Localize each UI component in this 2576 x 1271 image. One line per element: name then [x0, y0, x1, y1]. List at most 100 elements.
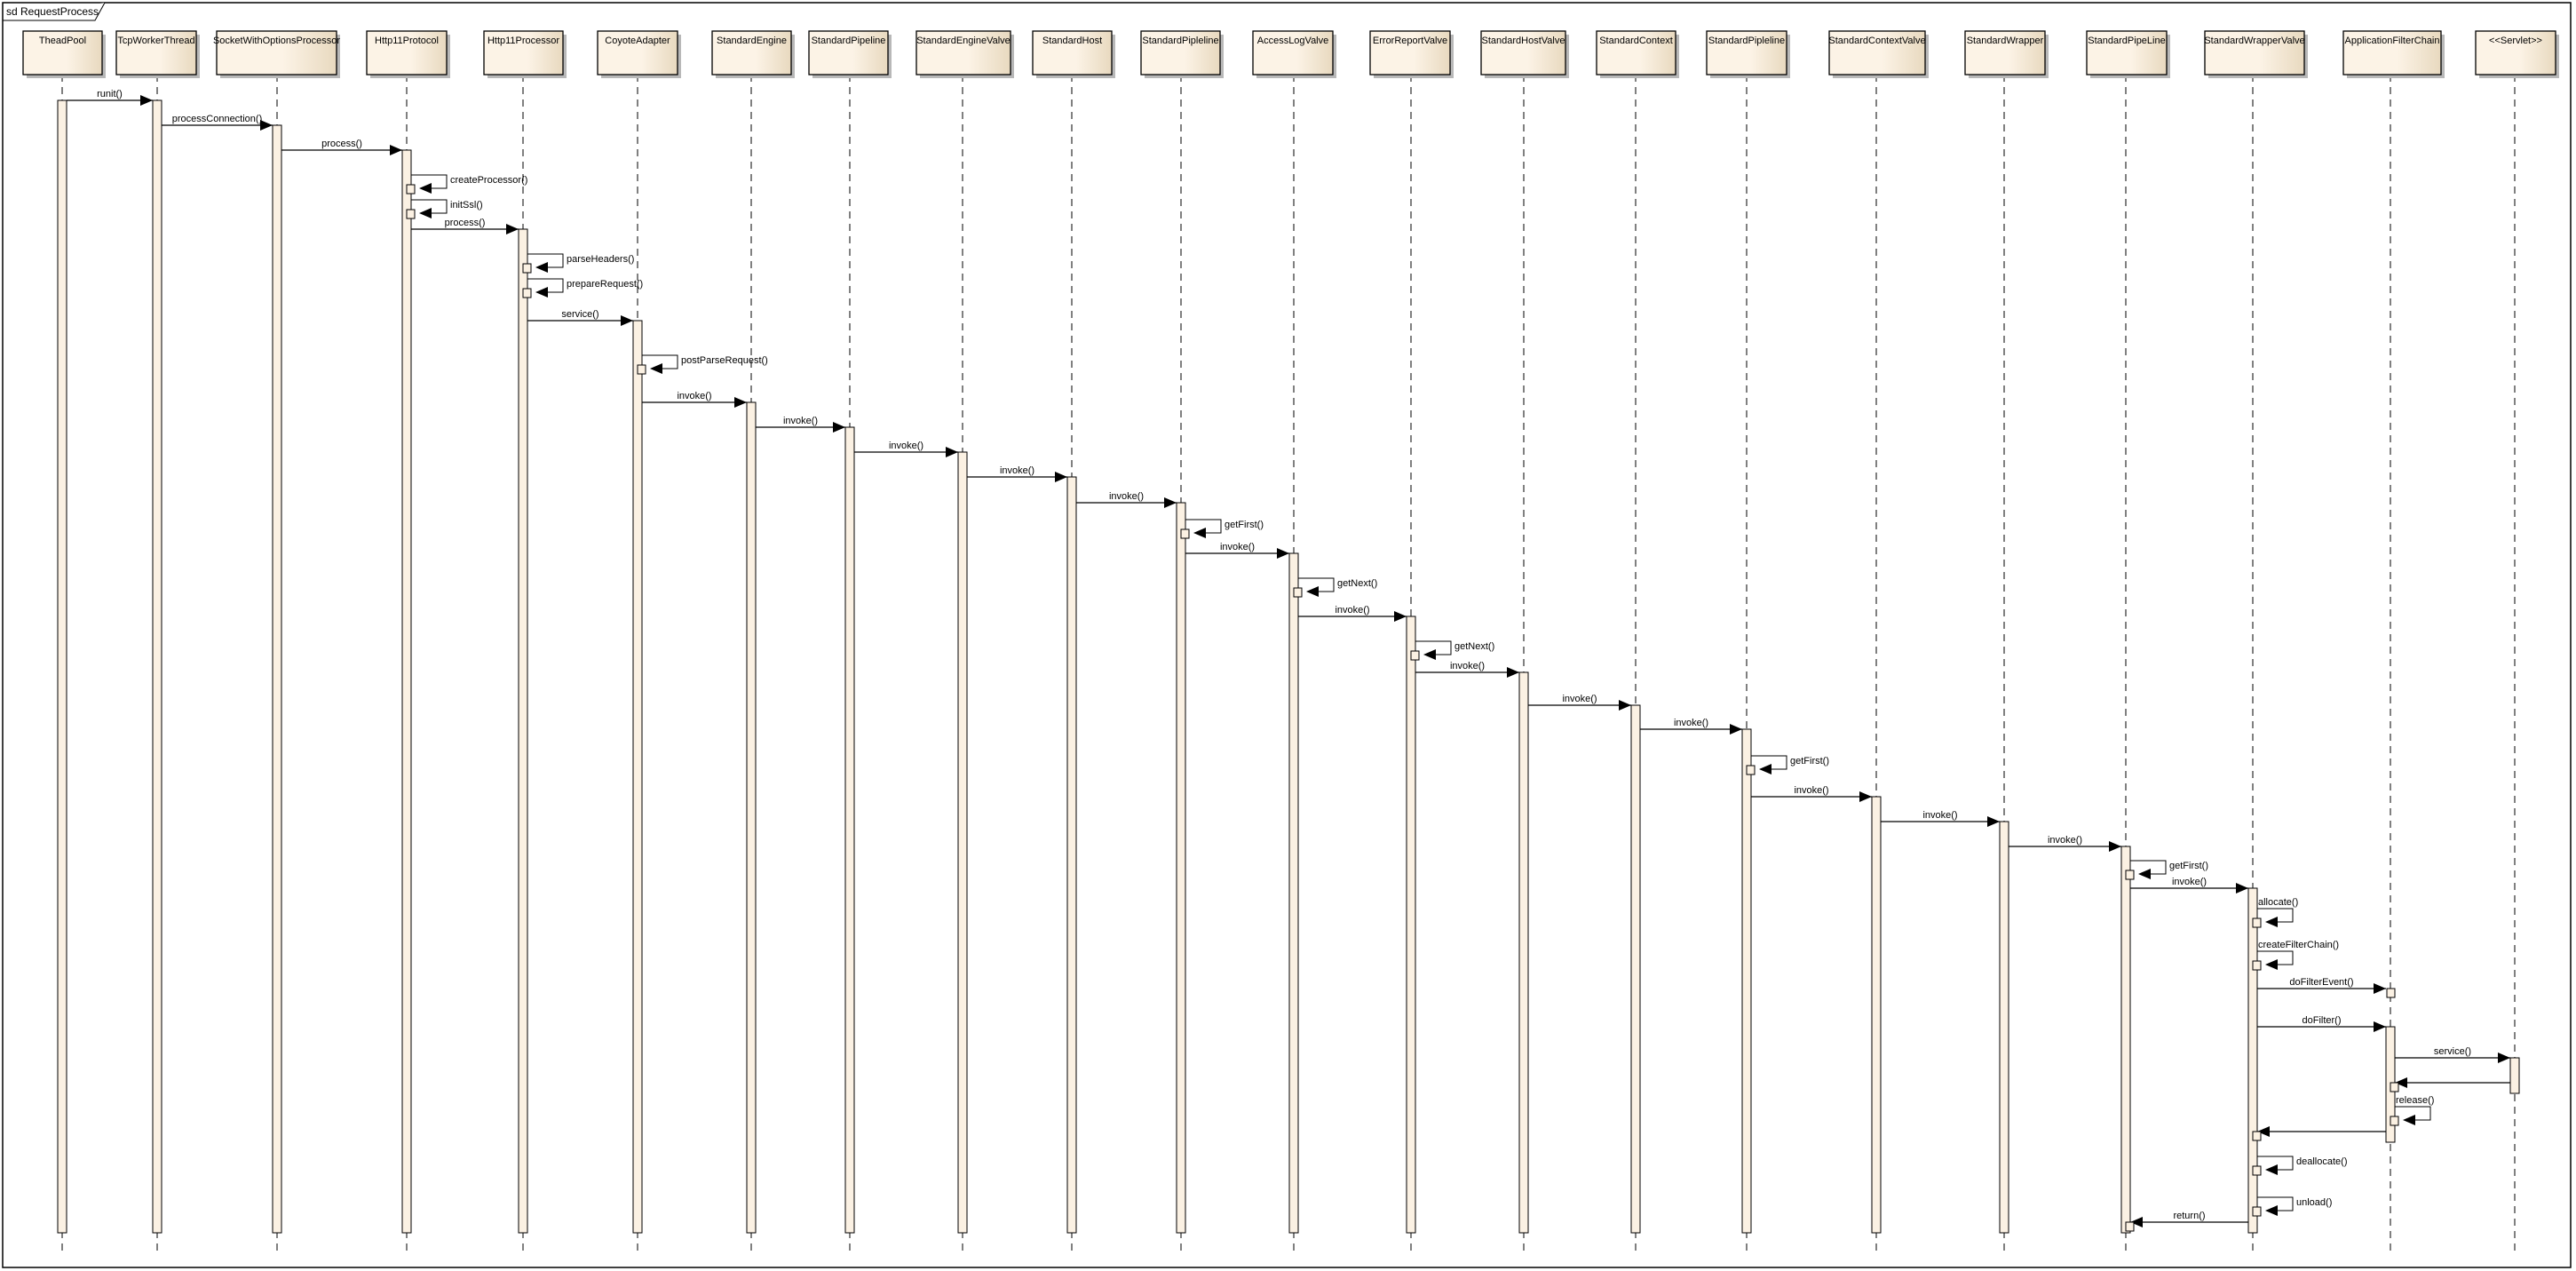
participant-box — [1369, 30, 1451, 75]
participant-box — [1252, 30, 1334, 75]
arrowhead-icon — [2138, 869, 2151, 879]
message-label: invoke() — [1674, 718, 1708, 728]
arrowhead-icon — [2498, 1053, 2510, 1063]
arrowhead-icon — [1164, 497, 1177, 508]
participant-name: StandardWrapper — [1967, 36, 2044, 46]
participant-name: Http11Processor — [487, 36, 559, 46]
participant-name: StandardWrapperValve — [2204, 36, 2304, 46]
activation-box — [2252, 1165, 2262, 1176]
activation-box — [1180, 528, 1190, 539]
self-message-line — [2257, 950, 2294, 965]
participant-name: StandardPipeline — [812, 36, 886, 46]
message-label: invoke() — [1450, 661, 1485, 671]
message: invoke() — [1881, 810, 2000, 822]
self-message: createFilterChain() — [2257, 940, 2339, 965]
participant-standardwrapper: StandardWrapper — [1964, 30, 2049, 1251]
activation-box — [2386, 988, 2396, 998]
activation-box — [1293, 587, 1303, 598]
activation-bar — [844, 426, 855, 1234]
participant-applicationfilterchain: ApplicationFilterChain — [2342, 30, 2445, 1251]
activation-box — [2252, 918, 2262, 928]
participant-name: StandardContextValve — [1828, 36, 1925, 46]
self-message: release() — [2395, 1095, 2434, 1121]
participant-standardwrappervalve: StandardWrapperValve — [2204, 30, 2308, 1251]
message: invoke() — [1415, 661, 1519, 673]
message: service() — [2395, 1046, 2510, 1059]
activation-bar — [2247, 887, 2258, 1234]
message-label: invoke() — [2172, 877, 2207, 887]
participant-name: StandardEngine — [717, 36, 787, 46]
arrowhead-icon — [1055, 472, 1067, 482]
participant-servlet: <<Servlet>> — [2475, 30, 2559, 1251]
activation-box — [406, 184, 416, 195]
self-message: deallocate() — [2257, 1156, 2347, 1171]
participant-box — [22, 30, 103, 75]
arrowhead-icon — [2395, 1077, 2407, 1088]
self-message: createProcessor() — [411, 174, 527, 189]
self-message: getFirst() — [2130, 860, 2208, 875]
self-message-line — [2257, 1196, 2294, 1211]
self-message-line — [642, 354, 678, 369]
message-label: getFirst() — [2169, 861, 2208, 871]
arrowhead-icon — [390, 145, 402, 155]
arrowhead-icon — [650, 363, 662, 374]
arrowhead-icon — [2374, 1021, 2386, 1032]
activation-bar — [1741, 728, 1752, 1234]
message: invoke() — [642, 391, 747, 403]
message-label: invoke() — [1562, 694, 1597, 704]
participant-name: TheadPool — [39, 36, 86, 46]
arrowhead-icon — [2403, 1115, 2415, 1125]
message-label: invoke() — [1109, 491, 1144, 502]
activation-box — [1746, 765, 1756, 775]
message: invoke() — [967, 465, 1067, 478]
arrowhead-icon — [419, 208, 432, 218]
activation-box — [637, 364, 646, 375]
participant-box — [366, 30, 448, 75]
activation-bar — [518, 228, 528, 1234]
activation-bar — [1406, 616, 1416, 1234]
participant-box — [1596, 30, 1676, 75]
activation-bar — [632, 320, 643, 1234]
participant-standardhostvalve: StandardHostValve — [1480, 30, 1569, 1251]
activation-bar — [152, 99, 162, 1234]
participant-box — [1964, 30, 2046, 75]
arrowhead-icon — [1306, 586, 1319, 597]
message-label: parseHeaders() — [567, 254, 634, 265]
activation-box — [2252, 1206, 2262, 1217]
message-label: runit() — [97, 89, 123, 99]
arrowhead-icon — [734, 397, 747, 408]
participant-standardcontext: StandardContext — [1596, 30, 1679, 1251]
participant-box — [1140, 30, 1221, 75]
activation-bar — [1999, 821, 2009, 1234]
arrowhead-icon — [2265, 1205, 2278, 1216]
message-label: release() — [2396, 1095, 2434, 1106]
activation-bar — [1630, 704, 1641, 1234]
participant-standardcontextvalve: StandardContextValve — [1828, 30, 1929, 1251]
message-label: service() — [2434, 1046, 2471, 1057]
participant-name: ErrorReportValve — [1373, 36, 1447, 46]
participant-name: TcpWorkerThread — [117, 36, 194, 46]
frame-title-tab — [3, 2, 106, 21]
arrowhead-icon — [535, 287, 548, 298]
arrowhead-icon — [2130, 1217, 2143, 1227]
arrowhead-icon — [2265, 917, 2278, 927]
self-message-line — [2395, 1106, 2431, 1121]
message-label: invoke() — [783, 416, 818, 426]
message-label: service() — [561, 309, 598, 320]
arrowhead-icon — [1193, 528, 1206, 538]
arrowhead-icon — [535, 262, 548, 273]
message-label: invoke() — [1922, 810, 1957, 821]
participant-name: StandardPipeLine — [2088, 36, 2165, 46]
message-label: createFilterChain() — [2258, 940, 2339, 950]
activation-bar — [1288, 552, 1299, 1234]
activation-bar — [1518, 671, 1529, 1234]
arrowhead-icon — [1759, 764, 1771, 775]
self-message: allocate() — [2257, 897, 2298, 923]
message: invoke() — [2009, 835, 2121, 847]
message: invoke() — [1076, 491, 1177, 504]
frame-title: sd RequestProcess — [6, 5, 99, 18]
message: return() — [2130, 1211, 2248, 1223]
message-label: doFilterEvent() — [2289, 977, 2353, 988]
self-message-line — [527, 278, 564, 293]
message: process() — [411, 218, 519, 230]
